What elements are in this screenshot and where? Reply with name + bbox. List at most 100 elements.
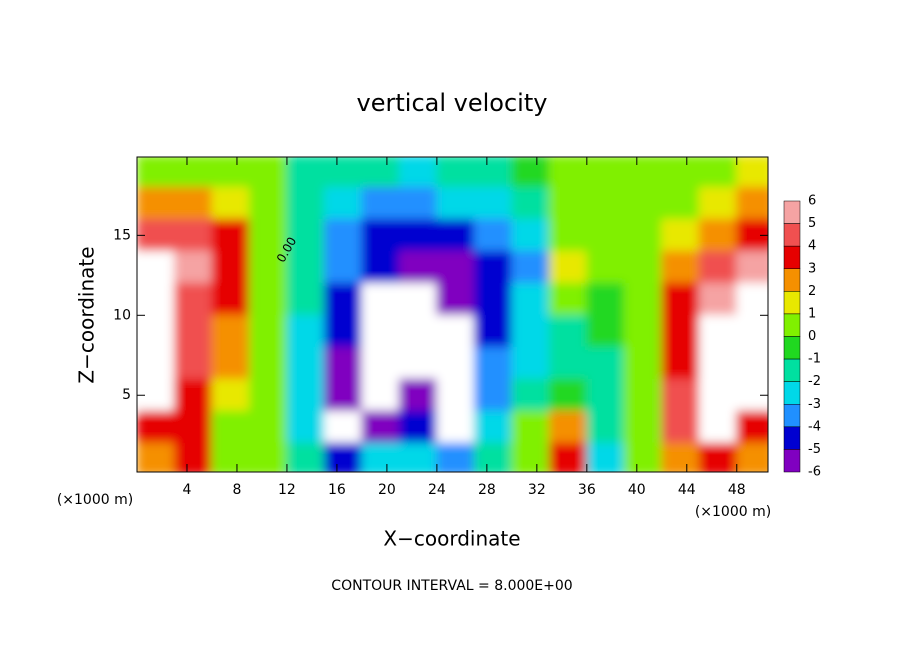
x-tick-label: 12 (278, 482, 296, 498)
heat-cell (511, 157, 550, 188)
heat-cell (511, 442, 550, 472)
chart-title: vertical velocity (357, 89, 548, 117)
heat-cell (436, 282, 475, 316)
heat-cell (398, 314, 438, 348)
heat-cell (211, 250, 250, 284)
y-axis-label: Z−coordinate (75, 246, 99, 383)
heat-cell (211, 378, 250, 412)
heat-cell (548, 442, 588, 472)
colorbar-swatch (783, 426, 801, 450)
heat-cell (211, 442, 250, 472)
heat-cell (248, 157, 288, 188)
x-unit-label: (×1000 m) (57, 492, 133, 508)
heat-cell (248, 314, 288, 348)
colorbar-label: -3 (808, 397, 821, 412)
colorbar-label: 4 (808, 239, 816, 254)
colorbar-swatch (783, 404, 801, 428)
y-tick-label: 10 (113, 307, 131, 323)
x-tick-label: 28 (478, 482, 496, 498)
x-axis-label: X−coordinate (383, 527, 520, 551)
heat-cell (286, 250, 325, 284)
heat-cell (661, 314, 700, 348)
heat-cell (137, 186, 175, 220)
heat-cell (698, 282, 738, 316)
x-tick-label: 8 (232, 482, 241, 498)
heat-cell (173, 442, 213, 472)
colorbar-label: -5 (808, 442, 821, 457)
heat-cell (248, 378, 288, 412)
heat-cell (586, 186, 625, 220)
heat-cell (473, 250, 513, 284)
colorbar-swatch (783, 268, 801, 292)
heat-cell (137, 442, 175, 472)
heat-cell (286, 442, 325, 472)
heat-cell (173, 186, 213, 220)
plot-frame (136, 156, 769, 473)
heat-cell (173, 314, 213, 348)
heat-cell (661, 442, 700, 472)
heat-cell (286, 410, 325, 444)
heat-cell (548, 314, 588, 348)
heat-cell (323, 346, 363, 380)
heat-cell (286, 378, 325, 412)
heat-cell (286, 282, 325, 316)
heat-cell (398, 186, 438, 220)
colorbar-label: 0 (808, 329, 816, 344)
heat-cell (211, 218, 250, 252)
x-unit-label: (×1000 m) (695, 504, 771, 520)
heat-cell (511, 378, 550, 412)
heat-cell (586, 346, 625, 380)
heat-cell (137, 250, 175, 284)
colorbar-label: 3 (808, 261, 816, 276)
heat-cell (173, 410, 213, 444)
heat-cell (173, 346, 213, 380)
heat-cell (623, 186, 663, 220)
heat-cell (473, 314, 513, 348)
heat-cell (211, 410, 250, 444)
colorbar-label: -4 (808, 419, 821, 434)
heat-cell (323, 410, 363, 444)
heat-cell (548, 282, 588, 316)
colorbar-label: 5 (808, 216, 816, 231)
heat-cell (661, 378, 700, 412)
heat-cell (698, 218, 738, 252)
heat-cell (323, 186, 363, 220)
x-tick-label: 44 (678, 482, 696, 498)
heat-cell (286, 346, 325, 380)
heat-cell (736, 314, 768, 348)
heat-cell (736, 282, 768, 316)
heat-cell (511, 218, 550, 252)
heat-cell (623, 314, 663, 348)
heat-cell (436, 410, 475, 444)
heat-cell (398, 157, 438, 188)
heat-cell (511, 314, 550, 348)
heat-cell (361, 282, 400, 316)
heat-cell (473, 282, 513, 316)
heat-cell (736, 250, 768, 284)
heat-cell (698, 314, 738, 348)
heat-cell (211, 314, 250, 348)
heat-cell (586, 410, 625, 444)
field (137, 157, 768, 472)
heat-cell (473, 157, 513, 188)
heat-cell (398, 378, 438, 412)
heat-cell (361, 314, 400, 348)
heat-cell (511, 282, 550, 316)
heat-cell (248, 282, 288, 316)
x-tick-label: 4 (183, 482, 192, 498)
heat-cell (137, 314, 175, 348)
heat-cell (736, 157, 768, 188)
heat-cell (586, 282, 625, 316)
heat-cell (548, 186, 588, 220)
heat-cell (623, 346, 663, 380)
heat-cell (398, 282, 438, 316)
x-tick-label: 48 (728, 482, 746, 498)
x-tick-label: 16 (328, 482, 346, 498)
heat-cell (361, 346, 400, 380)
heat-cell (586, 442, 625, 472)
heat-cell (436, 250, 475, 284)
heat-cell (661, 282, 700, 316)
heat-cell (323, 282, 363, 316)
heat-cell (323, 218, 363, 252)
